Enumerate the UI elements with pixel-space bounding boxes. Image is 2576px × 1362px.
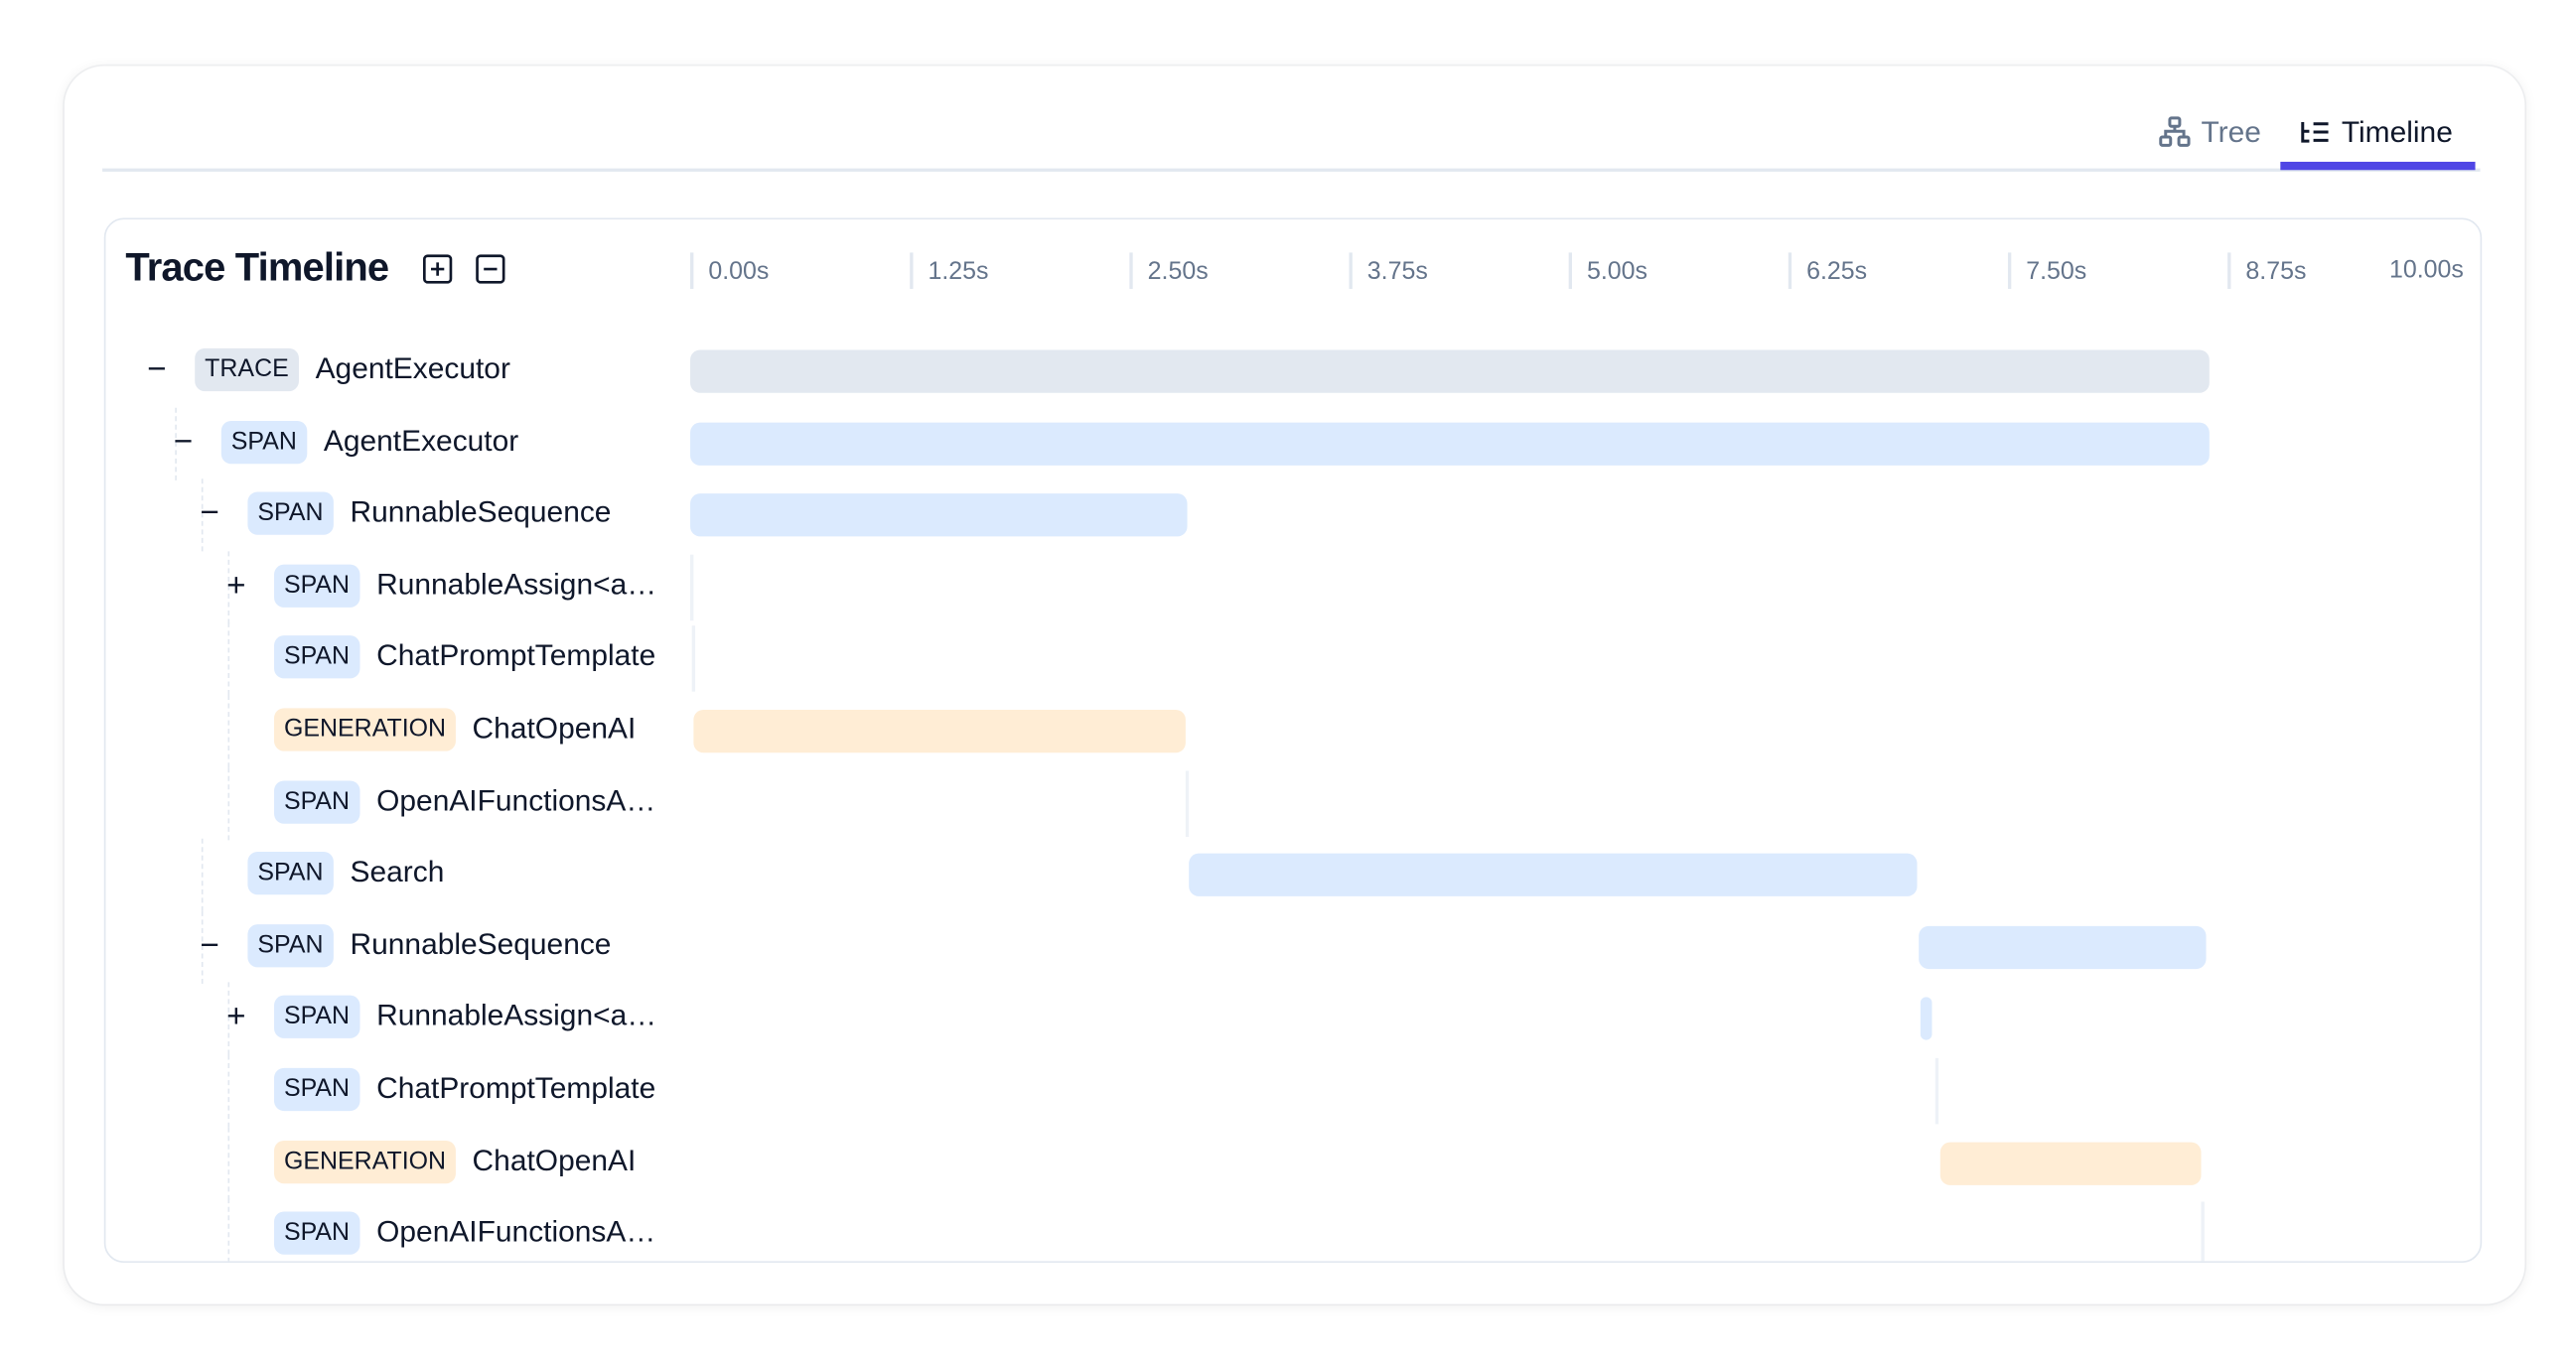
timeline-bar[interactable] (1935, 1057, 1938, 1125)
type-badge: SPAN (274, 564, 360, 608)
timeline-bar[interactable] (1185, 769, 1189, 837)
page-title: Trace Timeline (125, 245, 389, 291)
row-name[interactable]: ChatOpenAI (472, 711, 637, 745)
tab-tree-label: Tree (2201, 114, 2261, 148)
type-badge: SPAN (220, 420, 307, 464)
tree-guide-line (227, 551, 230, 624)
row-name[interactable]: RunnableAssign<a… (376, 999, 657, 1032)
axis-tick-label: 0.00s (708, 257, 770, 286)
tree-icon (2159, 116, 2191, 147)
axis-tick-label: 2.50s (1147, 257, 1209, 286)
trace-row: SPAN ChatPromptTemplate (105, 1054, 2480, 1128)
timeline-bar[interactable] (693, 710, 1186, 753)
trace-timeline-panel: Trace Timeline 0.00s 1.25s 2.50s 3.75s 5.00s… (103, 217, 2483, 1264)
tree-guide-line (227, 622, 230, 696)
timeline-bar[interactable] (690, 422, 2211, 466)
row-name[interactable]: OpenAIFunctionsA… (376, 1215, 656, 1249)
type-badge: TRACE (195, 347, 299, 392)
axis-tick-label: 6.25s (1806, 257, 1868, 286)
trace-row: SPAN OpenAIFunctionsA… (105, 1198, 2480, 1262)
type-badge: GENERATION (274, 1140, 457, 1183)
timeline-bar[interactable] (691, 625, 695, 693)
axis-tick-label: 7.50s (2026, 257, 2087, 286)
axis-tick (1129, 252, 1133, 289)
expand-icon[interactable]: + (226, 567, 246, 605)
axis-tick-label: 5.00s (1586, 257, 1647, 286)
tree-guide-line (227, 983, 230, 1056)
type-badge: SPAN (247, 852, 334, 895)
trace-row: − SPAN RunnableSequence (105, 478, 2480, 552)
tree-guide-line (227, 1054, 230, 1128)
active-tab-indicator (2280, 161, 2476, 171)
minus-square-icon[interactable] (476, 254, 505, 284)
plus-square-icon[interactable] (423, 254, 453, 284)
type-badge: SPAN (247, 491, 334, 536)
timeline-bar[interactable] (1189, 853, 1917, 897)
row-name[interactable]: AgentExecutor (323, 423, 519, 457)
row-name[interactable]: OpenAIFunctionsA… (376, 783, 656, 817)
timeline-bar[interactable] (2201, 1201, 2205, 1262)
tab-timeline-label: Timeline (2341, 114, 2453, 148)
axis-tick (2227, 252, 2231, 289)
tabs-divider (102, 168, 2481, 172)
row-name[interactable]: RunnableAssign<a… (376, 567, 657, 601)
tree-guide-line (175, 407, 177, 480)
type-badge: SPAN (274, 996, 360, 1039)
type-badge: SPAN (274, 635, 360, 680)
axis-tick (910, 252, 914, 289)
tab-timeline[interactable]: Timeline (2299, 112, 2453, 152)
timeline-bar[interactable] (690, 554, 693, 620)
timeline-bar[interactable] (690, 349, 2211, 393)
trace-row: + SPAN RunnableAssign<a… (105, 551, 2480, 624)
trace-row: GENERATION ChatOpenAI (105, 695, 2480, 768)
tree-guide-line (201, 839, 204, 912)
axis-tick (1349, 252, 1353, 289)
timeline-icon (2301, 122, 2329, 143)
row-name[interactable]: RunnableSequence (350, 927, 612, 961)
tab-tree[interactable]: Tree (2158, 112, 2261, 152)
trace-row: − SPAN RunnableSequence (105, 910, 2480, 984)
row-name[interactable]: Search (350, 855, 445, 888)
timeline-bar[interactable] (1918, 925, 2207, 969)
type-badge: SPAN (274, 1067, 360, 1112)
timeline-bar[interactable] (690, 493, 1188, 537)
axis-tick-label: 8.75s (2245, 257, 2307, 286)
trace-row: SPAN Search (105, 839, 2480, 912)
expand-icon[interactable]: + (226, 999, 246, 1036)
tree-guide-line (227, 1127, 230, 1200)
axis-tick (690, 252, 694, 289)
collapse-icon[interactable]: − (200, 495, 219, 532)
axis-tick (1788, 252, 1792, 289)
collapse-icon[interactable]: − (173, 423, 194, 461)
tree-guide-line (227, 1198, 230, 1262)
collapse-icon[interactable]: − (147, 351, 167, 388)
type-badge: SPAN (274, 779, 360, 824)
trace-row: − SPAN AgentExecutor (105, 407, 2480, 480)
trace-row: − TRACE AgentExecutor (105, 336, 2480, 408)
type-badge: SPAN (274, 1211, 360, 1256)
timeline-bar[interactable] (1920, 997, 1932, 1041)
axis-tick-label: 1.25s (928, 257, 989, 286)
axis-tick-label: 10.00s (2388, 255, 2464, 285)
type-badge: GENERATION (274, 708, 457, 751)
axis-tick (2007, 252, 2012, 289)
trace-row: GENERATION ChatOpenAI (105, 1127, 2480, 1200)
row-name[interactable]: ChatPromptTemplate (376, 639, 656, 673)
trace-row: + SPAN RunnableAssign<a… (105, 983, 2480, 1056)
row-name[interactable]: ChatOpenAI (472, 1143, 637, 1176)
tree-guide-line (201, 910, 204, 984)
collapse-icon[interactable]: − (200, 927, 219, 964)
row-name[interactable]: AgentExecutor (315, 351, 510, 385)
trace-row: SPAN OpenAIFunctionsA… (105, 766, 2480, 840)
tree-guide-line (227, 766, 230, 840)
axis-tick-label: 3.75s (1366, 257, 1428, 286)
row-name[interactable]: ChatPromptTemplate (376, 1071, 656, 1105)
axis-tick (1568, 252, 1572, 289)
tree-guide-line (227, 695, 230, 768)
type-badge: SPAN (247, 923, 334, 968)
tree-guide-line (201, 478, 204, 552)
timeline-bar[interactable] (1938, 1141, 2202, 1185)
row-name[interactable]: RunnableSequence (350, 495, 612, 529)
trace-row: SPAN ChatPromptTemplate (105, 622, 2480, 696)
